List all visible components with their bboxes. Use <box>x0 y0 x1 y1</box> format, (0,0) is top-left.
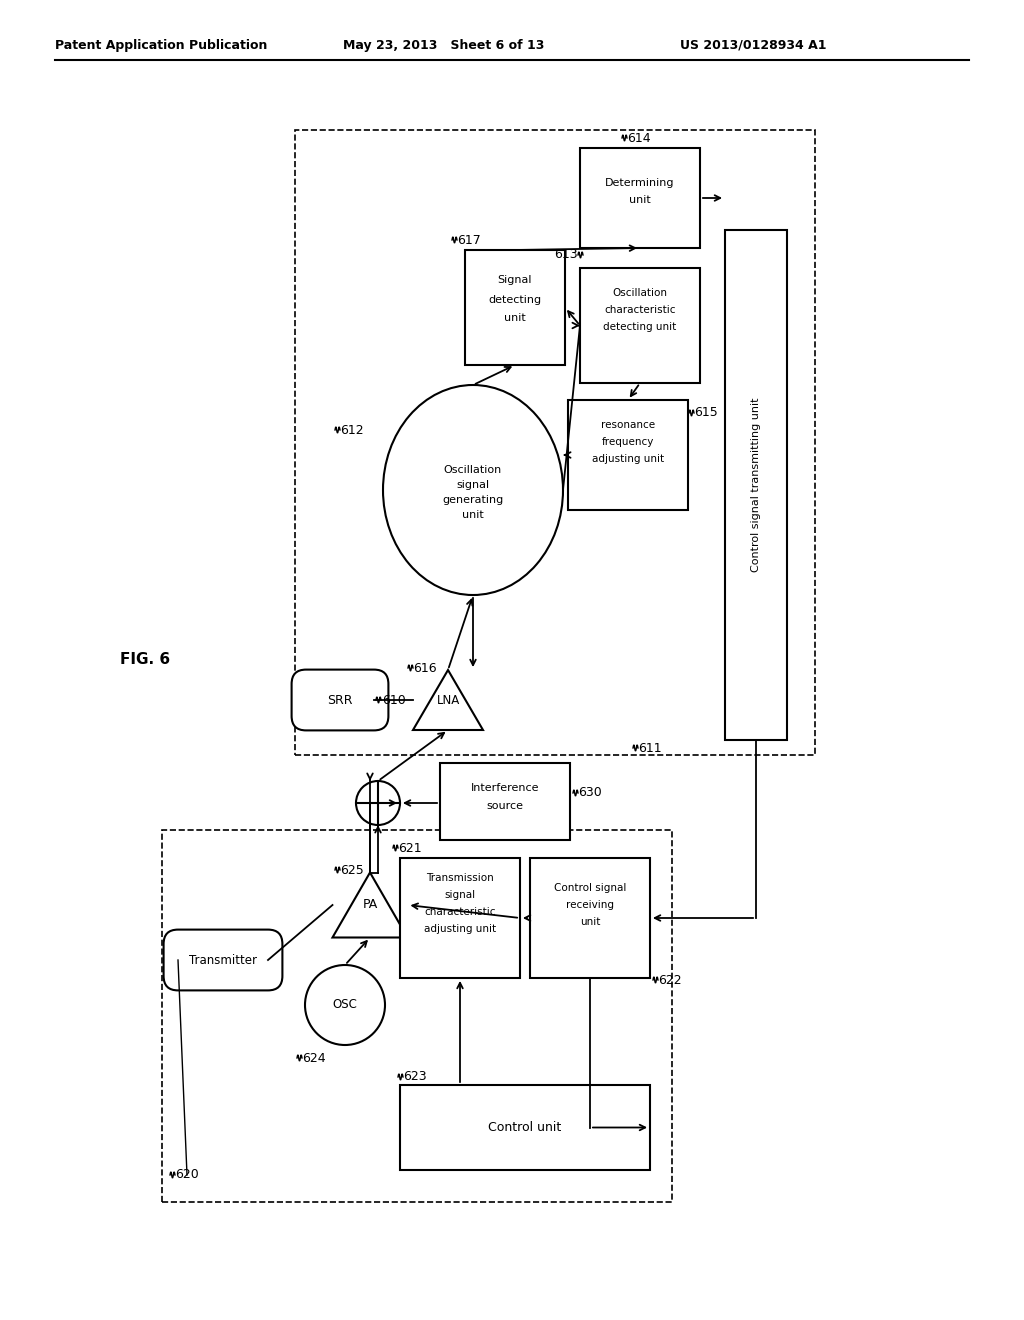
Text: unit: unit <box>504 313 526 323</box>
Text: May 23, 2013   Sheet 6 of 13: May 23, 2013 Sheet 6 of 13 <box>343 38 545 51</box>
Text: Oscillation: Oscillation <box>443 465 502 475</box>
Text: 630: 630 <box>578 787 602 800</box>
Circle shape <box>356 781 400 825</box>
Text: 623: 623 <box>403 1071 427 1084</box>
Text: 621: 621 <box>398 842 422 854</box>
Text: frequency: frequency <box>602 437 654 447</box>
Text: Interference: Interference <box>471 783 540 793</box>
Text: unit: unit <box>580 917 600 927</box>
Text: Determining: Determining <box>605 178 675 187</box>
Bar <box>295 129 815 755</box>
Text: PA: PA <box>362 899 378 912</box>
Text: detecting unit: detecting unit <box>603 322 677 333</box>
Bar <box>580 268 700 383</box>
Text: Transmitter: Transmitter <box>189 953 257 966</box>
Text: 620: 620 <box>175 1168 199 1181</box>
Text: LNA: LNA <box>436 693 460 706</box>
Text: US 2013/0128934 A1: US 2013/0128934 A1 <box>680 38 826 51</box>
Bar <box>725 230 787 741</box>
Text: detecting: detecting <box>488 294 542 305</box>
Text: FIG. 6: FIG. 6 <box>120 652 170 668</box>
Text: unit: unit <box>462 510 484 520</box>
FancyBboxPatch shape <box>164 929 283 990</box>
Text: characteristic: characteristic <box>604 305 676 315</box>
Text: Transmission: Transmission <box>426 873 494 883</box>
Text: Patent Application Publication: Patent Application Publication <box>55 38 267 51</box>
Text: 624: 624 <box>302 1052 326 1064</box>
Text: 617: 617 <box>457 234 480 247</box>
Polygon shape <box>333 873 408 937</box>
Bar <box>568 400 688 510</box>
Text: signal: signal <box>444 890 475 900</box>
Text: 625: 625 <box>340 863 364 876</box>
Text: generating: generating <box>442 495 504 506</box>
Text: adjusting unit: adjusting unit <box>424 924 496 935</box>
Text: 622: 622 <box>658 974 682 986</box>
Text: unit: unit <box>629 195 651 205</box>
Text: OSC: OSC <box>333 998 357 1011</box>
Text: 611: 611 <box>638 742 662 755</box>
Ellipse shape <box>383 385 563 595</box>
Text: Signal: Signal <box>498 275 532 285</box>
Text: SRR: SRR <box>328 693 352 706</box>
Text: Control unit: Control unit <box>488 1121 561 1134</box>
Bar <box>400 1085 650 1170</box>
Bar <box>580 148 700 248</box>
Text: 614: 614 <box>627 132 650 144</box>
Bar <box>162 830 672 1203</box>
Text: resonance: resonance <box>601 420 655 430</box>
Ellipse shape <box>305 965 385 1045</box>
Text: characteristic: characteristic <box>424 907 496 917</box>
FancyBboxPatch shape <box>292 669 388 730</box>
Text: signal: signal <box>457 480 489 490</box>
Bar <box>530 858 650 978</box>
Text: 616: 616 <box>413 661 436 675</box>
Text: 613: 613 <box>554 248 578 261</box>
Text: Control signal: Control signal <box>554 883 627 894</box>
Bar <box>400 858 520 978</box>
Text: adjusting unit: adjusting unit <box>592 454 664 465</box>
Text: Control signal transmitting unit: Control signal transmitting unit <box>751 397 761 573</box>
Text: source: source <box>486 801 523 810</box>
Bar <box>440 763 570 840</box>
Text: receiving: receiving <box>566 900 614 909</box>
Polygon shape <box>413 671 483 730</box>
Text: 610: 610 <box>382 693 406 706</box>
Text: Oscillation: Oscillation <box>612 288 668 298</box>
Text: 612: 612 <box>340 424 364 437</box>
Text: 615: 615 <box>694 407 718 420</box>
Bar <box>465 249 565 366</box>
